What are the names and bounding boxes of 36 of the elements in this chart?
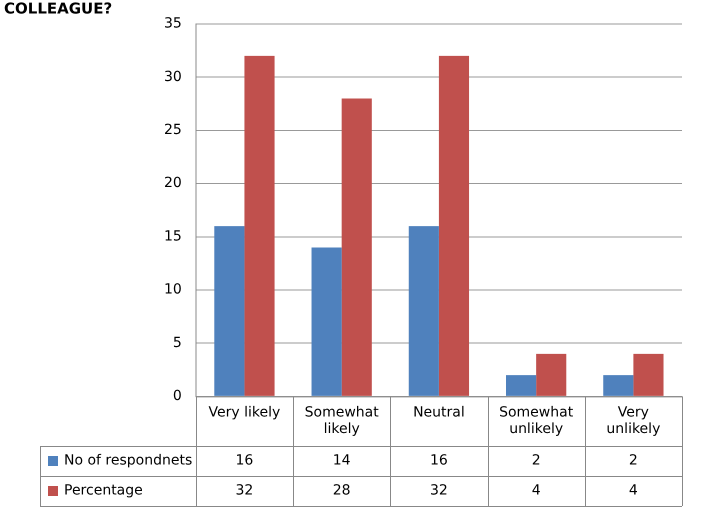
legend-label: Percentage [64, 482, 143, 499]
bar [438, 56, 470, 396]
x-tick-label: Somewhat unlikely [499, 404, 574, 438]
x-tick-label: Somewhat likely [304, 404, 380, 438]
data-label: 14 [332, 452, 351, 469]
text: COLLEAGUE? [4, 0, 112, 18]
bar [633, 354, 664, 396]
data-label: 4 [532, 482, 541, 499]
bar [342, 98, 372, 396]
data-label: 32 [430, 482, 448, 499]
data-label: 16 [236, 452, 254, 469]
bar [244, 56, 275, 396]
legend-label: No of respondnets [64, 452, 192, 469]
y-tick-label: 35 [164, 16, 182, 32]
bar [506, 375, 536, 396]
bar [536, 354, 566, 396]
y-tick-label: 20 [164, 175, 182, 192]
data-label: 2 [532, 452, 541, 469]
data-label: 32 [236, 482, 254, 499]
bar [214, 226, 244, 396]
x-tick-label: Very likely [208, 404, 280, 420]
bar [408, 226, 439, 396]
data-label: 28 [332, 482, 351, 499]
bar [312, 247, 342, 396]
y-tick-label: 30 [164, 68, 182, 85]
y-tick-label: 0 [172, 388, 182, 404]
data-label: 4 [628, 482, 638, 499]
y-tick-label: 25 [164, 122, 182, 138]
x-tick-label: Neutral [413, 404, 465, 420]
data-label: 16 [430, 452, 448, 469]
y-tick-label: 5 [172, 334, 182, 351]
y-tick-label: 15 [164, 228, 182, 244]
y-tick-label: 10 [164, 282, 182, 298]
bar [603, 375, 634, 396]
x-tick-label: Very unlikely [606, 404, 660, 438]
data-label: 2 [628, 452, 638, 469]
